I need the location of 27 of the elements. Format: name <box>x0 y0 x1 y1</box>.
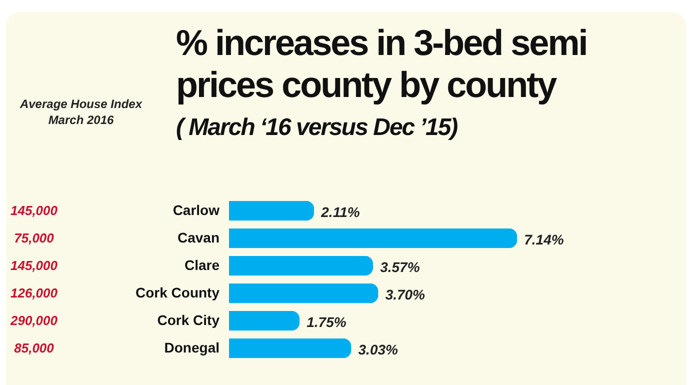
y-tick-label: Cork County <box>136 284 220 300</box>
y-tick-label: Cork City <box>157 312 220 328</box>
bar <box>229 256 374 276</box>
chart-title: % increases in 3-bed semi prices county by county <box>176 22 588 106</box>
bar <box>229 338 352 358</box>
text: 145,000 <box>10 258 58 273</box>
bar <box>229 200 314 221</box>
data-label: 2.11% <box>320 204 360 220</box>
text: 145,000 <box>10 202 58 218</box>
text: 75,000 <box>14 230 55 246</box>
bar <box>229 228 518 248</box>
data-label: 3.57% <box>380 258 420 275</box>
y-tick-label: Carlow <box>172 202 220 218</box>
data-label: 7.14% <box>524 231 564 248</box>
text: Average House Index March 2016 <box>18 96 144 128</box>
text: 85,000 <box>14 340 55 356</box>
chart-subtitle: ( March ‘16 versus Dec ’15) <box>176 114 458 142</box>
bar <box>229 283 378 304</box>
data-label: 3.70% <box>385 286 426 302</box>
y-tick-label: Clare <box>184 256 220 273</box>
data-label: 3.03% <box>358 341 399 358</box>
data-label: 1.75% <box>306 314 347 330</box>
text: 126,000 <box>10 285 58 300</box>
y-tick-label: Cavan <box>177 229 220 246</box>
y-tick-label: Donegal <box>164 339 220 356</box>
bar <box>229 310 300 331</box>
text: 290,000 <box>10 312 58 328</box>
